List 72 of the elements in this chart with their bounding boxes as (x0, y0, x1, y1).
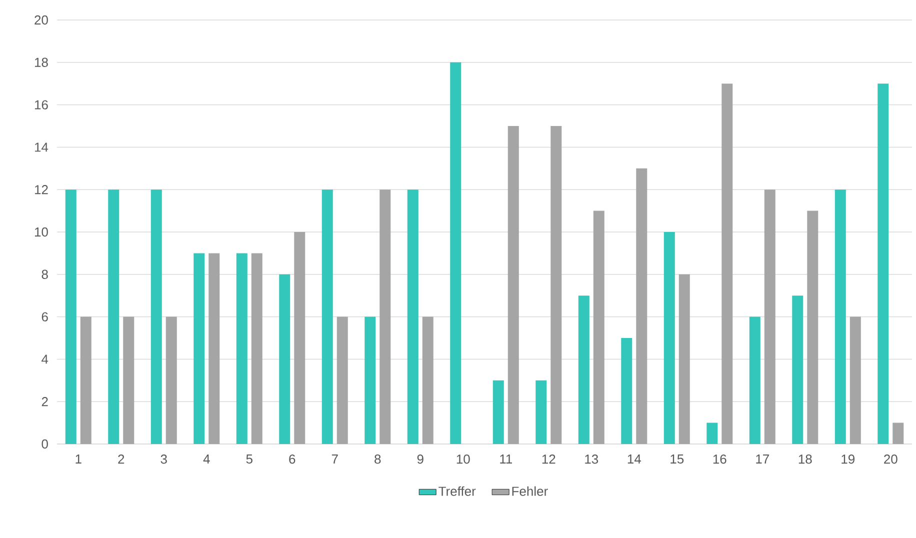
legend-label: Treffer (438, 486, 476, 496)
bar (65, 190, 76, 444)
x-tick-label: 14 (628, 454, 641, 464)
bar (536, 380, 547, 444)
bar (722, 84, 733, 444)
bar (108, 190, 120, 444)
x-tick-label: 13 (585, 454, 598, 464)
bar (621, 338, 632, 444)
bar (322, 190, 333, 444)
bar (492, 380, 504, 444)
bar (834, 190, 846, 444)
bar (294, 232, 306, 444)
x-tick-label: 17 (756, 454, 769, 464)
x-tick-label: 6 (289, 454, 296, 464)
bar (194, 253, 205, 444)
y-tick-label: 20 (34, 15, 48, 25)
bar (450, 62, 462, 444)
y-tick-label: 12 (34, 185, 48, 194)
bar (764, 190, 776, 444)
bar (550, 126, 562, 444)
x-tick-label: 9 (417, 454, 424, 464)
bar (664, 232, 675, 444)
x-tick-label: 11 (500, 454, 512, 464)
y-tick-label: 8 (42, 270, 48, 279)
x-tick-label: 20 (884, 454, 898, 464)
bar (892, 422, 904, 444)
bar (166, 316, 177, 444)
x-tick-label: 15 (670, 454, 684, 464)
bar (578, 296, 590, 444)
x-tick-label: 3 (160, 454, 167, 464)
y-tick-label: 4 (42, 354, 48, 364)
x-tick-label: 16 (713, 454, 726, 464)
y-tick-label: 6 (42, 312, 48, 322)
bar (706, 422, 718, 444)
bar (236, 253, 248, 444)
x-tick-label: 18 (798, 454, 812, 464)
bar (678, 274, 690, 444)
x-tick-label: 12 (542, 454, 556, 464)
y-tick-label: 18 (34, 58, 48, 67)
bar (364, 316, 376, 444)
x-tick-label: 19 (842, 454, 854, 464)
bar (636, 168, 648, 444)
x-tick-label: 2 (118, 454, 124, 464)
bar (336, 316, 348, 444)
bar (279, 274, 290, 444)
bar (208, 253, 220, 444)
x-tick-label: 7 (332, 454, 338, 464)
bar (123, 316, 134, 444)
bar (792, 296, 804, 444)
bar (807, 210, 818, 444)
y-tick-label: 0 (42, 439, 48, 449)
bar (508, 126, 519, 444)
x-tick-label: 10 (456, 454, 470, 464)
bar (850, 316, 861, 444)
y-tick-label: 14 (34, 142, 48, 152)
bar (422, 316, 434, 444)
x-tick-label: 8 (374, 454, 381, 464)
bar (593, 210, 604, 444)
x-tick-label: 1 (76, 454, 82, 464)
y-tick-label: 10 (34, 227, 48, 237)
bar (749, 316, 760, 444)
bar (878, 84, 889, 444)
y-tick-label: 16 (34, 100, 48, 110)
bar (380, 190, 391, 444)
x-tick-label: 4 (203, 454, 210, 464)
bar (407, 190, 418, 444)
legend-label: Fehler (512, 486, 548, 496)
bar (80, 316, 92, 444)
x-tick-label: 5 (246, 454, 252, 464)
y-tick-label: 2 (42, 397, 48, 406)
bar (150, 190, 162, 444)
bar (251, 253, 262, 444)
